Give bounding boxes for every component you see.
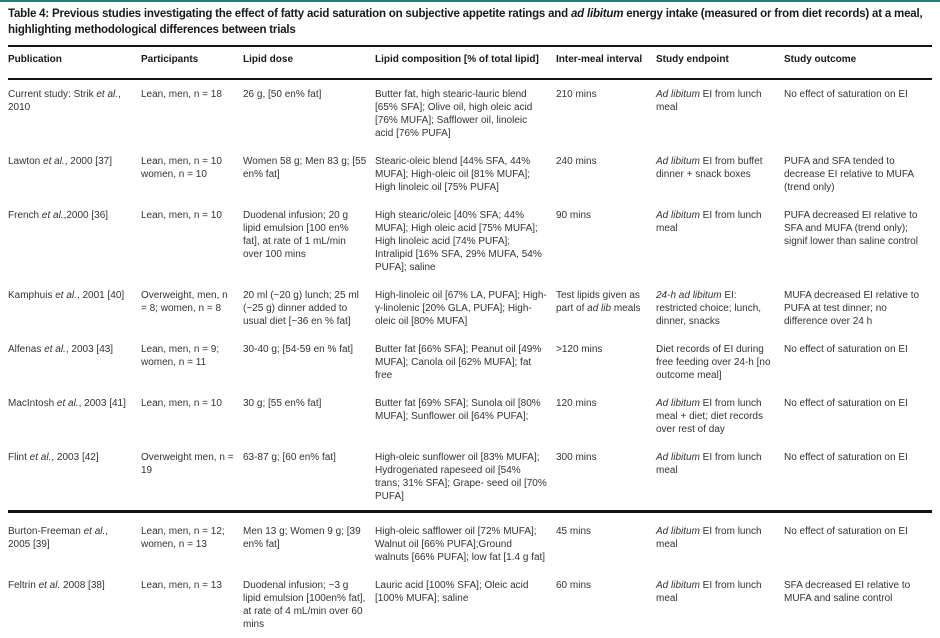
cell-lipid_composition: High-oleic sunflower oil [83% MUFA]; Hyd… [375, 452, 547, 502]
column-header-participants: Participants [141, 46, 243, 80]
cell-lipid_composition: Stearic-oleic blend [44% SFA, 44% MUFA];… [375, 156, 531, 193]
cell-inter_meal_interval: 300 mins [556, 452, 597, 463]
cell-lipid_dose: 63-87 g; [60 en% fat] [243, 452, 336, 463]
cell-study_outcome: MUFA decreased EI relative to PUFA at te… [784, 290, 920, 327]
column-header-publication: Publication [8, 46, 141, 80]
cell-inter_meal_interval: 210 mins [556, 89, 597, 100]
cell-study_endpoint: Ad libitum EI from lunch meal [656, 89, 762, 113]
cell-study_endpoint: Ad libitum EI from lunch meal [656, 452, 762, 476]
column-header-inter_meal_interval: Inter-meal interval [556, 46, 656, 80]
cell-lipid_dose: Duodenal infusion; ~3 g lipid emulsion [… [243, 580, 366, 630]
cell-study_endpoint: Ad libitum EI from lunch meal [656, 510, 784, 571]
table-header: Publication Participants Lipid dose Lipid c… [8, 46, 932, 80]
cell-inter_meal_interval: >120 mins [556, 344, 603, 355]
cell-inter_meal_interval: 90 mins [556, 210, 592, 221]
cell-study_endpoint: 24-h ad libitum EI: restricted choice; l… [656, 290, 762, 327]
table-row: Burton-Freeman et al., 2005 [39] Lean, me… [8, 510, 932, 571]
cell-lipid_composition: High-linoleic oil [67% LA, PUFA]; High-γ… [375, 290, 547, 327]
cell-study_endpoint: Ad libitum EI from lunch meal [656, 210, 762, 234]
cell-participants: Lean, men, n = 9; women, n = 11 [141, 344, 220, 368]
studies-table: Publication Participants Lipid dose Lipid c… [8, 45, 932, 638]
cell-participants: Overweight, men, n = 8; women, n = 8 [141, 290, 228, 314]
cell-study_endpoint: Ad libitum EI from lunch meal [656, 580, 762, 604]
cell-lipid_dose: 26 g, [50 en% fat] [243, 89, 322, 100]
cell-lipid_composition: High-oleic safflower oil [72% MUFA]; Wal… [375, 510, 556, 571]
column-header-study_outcome: Study outcome [784, 46, 932, 80]
table-header-row: Publication Participants Lipid dose Lipid c… [8, 46, 932, 80]
cell-participants: Overweight men, n = 19 [141, 452, 234, 476]
cell-lipid_dose: Men 13 g; Women 9 g; [39 en% fat] [243, 510, 375, 571]
cell-publication: Burton-Freeman et al., 2005 [39] [8, 510, 141, 571]
cell-study_outcome: No effect of saturation on EI [784, 89, 908, 100]
cell-study_endpoint: Ad libitum EI from buffet dinner + snack… [656, 156, 763, 180]
cell-participants: Lean, men, n = 12; women, n = 13 [141, 510, 243, 571]
cell-lipid_composition: Butter fat [69% SFA]; Sunola oil [80% MU… [375, 398, 541, 422]
cell-participants: Lean, men, n = 10 women, n = 10 [141, 156, 222, 180]
cell-participants: Lean, men, n = 18 [141, 89, 222, 100]
cell-study_endpoint: Ad libitum EI from lunch meal + diet; di… [656, 398, 763, 435]
table-row: Current study: Strik et al., 2010 Lean, m… [8, 79, 932, 147]
table-row: Flint et al., 2003 [42] Overweight men, n… [8, 443, 932, 512]
cell-study_outcome: No effect of saturation on EI [784, 452, 908, 463]
cell-lipid_dose: Duodenal infusion; 20 g lipid emulsion [… [243, 210, 349, 260]
cell-participants: Lean, men, n = 10 [141, 398, 222, 409]
cell-study_outcome: No effect of saturation on EI [784, 398, 908, 409]
cell-publication: French et al.,2000 [36] [8, 210, 109, 221]
cell-study_outcome: PUFA and SFA tended to decrease EI relat… [784, 156, 914, 193]
column-header-lipid_dose: Lipid dose [243, 46, 375, 80]
cell-inter_meal_interval: 45 mins [556, 510, 656, 571]
cell-lipid_dose: 30-40 g; [54-59 en % fat] [243, 344, 354, 355]
cell-lipid_composition: High stearic/oleic [40% SFA; 44% MUFA]; … [375, 210, 542, 273]
table-caption: Table 4: Previous studies investigating … [8, 8, 923, 36]
cell-lipid_composition: Butter fat [66% SFA]; Peanut oil [49% MU… [375, 344, 542, 381]
cell-participants: Lean, men, n = 10 [141, 210, 222, 221]
cell-publication: Feltrin et al. 2008 [38] [8, 580, 105, 591]
cell-inter_meal_interval: 120 mins [556, 398, 597, 409]
cell-lipid_composition: Lauric acid [100% SFA]; Oleic acid [100%… [375, 580, 529, 604]
cell-participants: Lean, men, n = 13 [141, 580, 222, 591]
table-row: MacIntosh et al., 2003 [41] Lean, men, n … [8, 389, 932, 443]
table-row: Lawton et al., 2000 [37] Lean, men, n = 1… [8, 147, 932, 201]
cell-lipid_dose: 20 ml (~20 g) lunch; 25 ml (~25 g) dinne… [243, 290, 359, 327]
cell-lipid_composition: Butter fat, high stearic-lauric blend [6… [375, 89, 533, 139]
cell-lipid_dose: Women 58 g; Men 83 g; [55 en% fat] [243, 156, 367, 180]
table-row: Feltrin et al. 2008 [38] Lean, men, n = 1… [8, 571, 932, 638]
cell-inter_meal_interval: Test lipids given as part of ad lib meal… [556, 290, 641, 314]
column-header-lipid_composition: Lipid composition [% of total lipid] [375, 46, 556, 80]
cell-study_outcome: PUFA decreased EI relative to SFA and MU… [784, 210, 918, 247]
table-row: French et al.,2000 [36] Lean, men, n = 10… [8, 201, 932, 281]
cell-publication: Alfenas et al., 2003 [43] [8, 344, 114, 355]
cell-study_outcome: No effect of saturation on EI [784, 510, 932, 571]
table-row: Kamphuis et al., 2001 [40] Overweight, me… [8, 281, 932, 335]
cell-study_endpoint: Diet records of EI during free feeding o… [656, 344, 771, 381]
column-header-study_endpoint: Study endpoint [656, 46, 784, 80]
cell-inter_meal_interval: 240 mins [556, 156, 597, 167]
table-row: Alfenas et al., 2003 [43] Lean, men, n = … [8, 335, 932, 389]
table-body: Current study: Strik et al., 2010 Lean, m… [8, 79, 932, 638]
cell-study_outcome: No effect of saturation on EI [784, 344, 908, 355]
cell-publication: Lawton et al., 2000 [37] [8, 156, 112, 167]
cell-publication: Kamphuis et al., 2001 [40] [8, 290, 125, 301]
cell-inter_meal_interval: 60 mins [556, 580, 592, 591]
cell-lipid_dose: 30 g; [55 en% fat] [243, 398, 322, 409]
cell-study_outcome: SFA decreased EI relative to MUFA and sa… [784, 580, 911, 604]
cell-publication: Current study: Strik et al., 2010 [8, 89, 121, 113]
cell-publication: Flint et al., 2003 [42] [8, 452, 99, 463]
cell-publication: MacIntosh et al., 2003 [41] [8, 398, 126, 409]
